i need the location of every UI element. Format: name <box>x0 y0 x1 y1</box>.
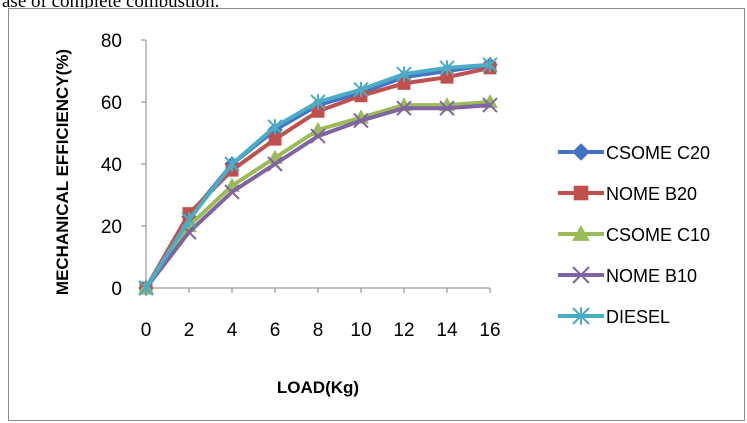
y-tick-label: 0 <box>111 279 122 300</box>
series-csome-c10 <box>138 93 498 295</box>
data-point <box>310 128 326 144</box>
x-tick-label: 16 <box>479 320 500 341</box>
x-tick-label: 8 <box>313 320 324 341</box>
legend-item: NOME B20 <box>558 184 697 204</box>
legend-label: NOME B20 <box>606 184 697 204</box>
legend-item: DIESEL <box>558 307 670 327</box>
data-point <box>267 156 283 172</box>
legend: CSOME C20 NOME B20 CSOME C10 NOME B10 DIESEL <box>558 143 710 327</box>
y-axis-title: MECHANICAL EFFICIENCY(%) <box>53 49 72 295</box>
x-tick-label: 6 <box>270 320 281 341</box>
chart-frame <box>8 8 745 421</box>
data-point <box>268 132 282 146</box>
legend-label: CSOME C20 <box>606 143 710 163</box>
y-tick-marks <box>141 39 146 289</box>
x-tick-label: 14 <box>436 320 458 341</box>
series-diesel <box>138 57 498 296</box>
legend-marker <box>572 143 590 161</box>
legend-marker <box>572 224 590 241</box>
data-point <box>353 81 369 98</box>
x-axis-title: LOAD(Kg) <box>277 378 359 397</box>
x-tick-label: 2 <box>184 320 195 341</box>
x-tick-label: 10 <box>350 320 371 341</box>
y-tick-label: 80 <box>101 31 122 52</box>
x-tick-label: 12 <box>393 320 414 341</box>
legend-item: NOME B10 <box>558 266 697 286</box>
data-point <box>439 60 455 76</box>
data-point <box>482 57 498 73</box>
data-point <box>396 66 412 82</box>
legend-item: CSOME C20 <box>558 143 710 163</box>
data-point <box>224 156 240 172</box>
legend-label: DIESEL <box>606 307 670 327</box>
y-tick-label: 20 <box>101 217 122 238</box>
data-point <box>181 212 197 228</box>
series-csome-c20 <box>138 57 498 296</box>
data-point <box>396 100 412 116</box>
data-point <box>267 119 283 135</box>
y-tick-labels: 0 20 40 60 80 <box>101 31 122 300</box>
legend-label: CSOME C10 <box>606 225 710 245</box>
x-tick-labels: 0 2 4 6 8 10 12 14 16 <box>141 320 501 341</box>
y-tick-label: 60 <box>101 93 122 114</box>
data-point <box>310 94 326 110</box>
data-point <box>482 97 498 113</box>
data-point <box>439 100 455 116</box>
data-point <box>353 112 369 129</box>
legend-marker <box>573 185 589 201</box>
legend-marker <box>572 266 590 284</box>
legend-item: CSOME C10 <box>558 224 710 245</box>
data-point <box>224 184 240 200</box>
y-tick-label: 40 <box>101 155 122 176</box>
x-tick-marks <box>145 288 491 293</box>
x-tick-label: 4 <box>227 320 238 341</box>
x-tick-label: 0 <box>141 320 152 341</box>
legend-marker <box>572 307 590 325</box>
data-point <box>138 280 154 296</box>
series-group <box>138 57 498 296</box>
legend-label: NOME B10 <box>606 266 697 286</box>
